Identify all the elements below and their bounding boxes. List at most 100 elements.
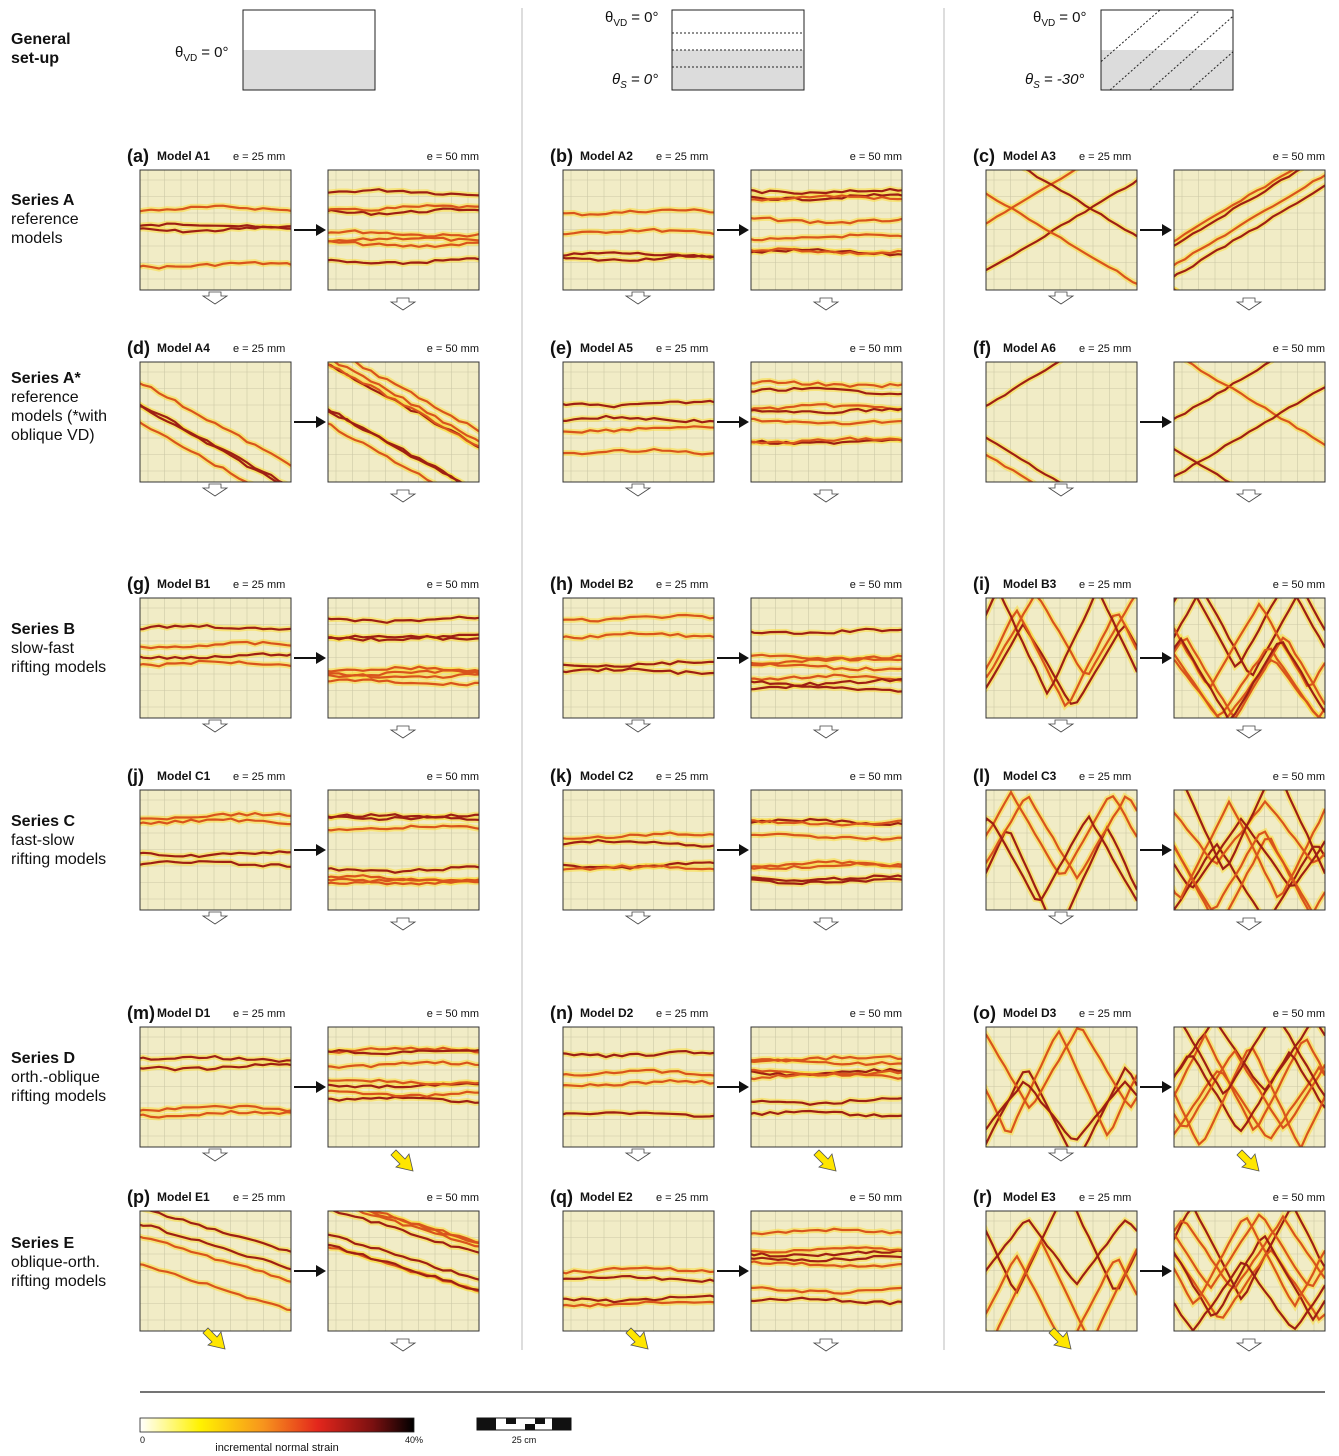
image-bg (140, 1027, 291, 1147)
model-image (327, 597, 480, 719)
model-name: Model D2 (580, 1006, 634, 1020)
series-label: oblique VD) (11, 427, 95, 444)
fault (563, 208, 714, 217)
series-label: models (*with (11, 408, 107, 425)
setup-box (1100, 9, 1234, 91)
fault (333, 362, 479, 443)
fault (328, 1081, 479, 1089)
fault (751, 1227, 902, 1236)
extension-arrow (1047, 1148, 1075, 1162)
model-image (327, 361, 480, 483)
extension-arrow (1047, 719, 1075, 733)
strain-map (140, 170, 291, 290)
model-image (985, 1026, 1138, 1148)
extension-label: e = 25 mm (656, 1008, 708, 1020)
series-label: Series D (11, 1050, 75, 1067)
fault (328, 813, 479, 821)
extension-arrow (389, 489, 417, 503)
fault (1174, 170, 1296, 243)
panel-letter: (i) (973, 574, 990, 594)
fault (1186, 362, 1325, 447)
fault (751, 386, 902, 396)
fault (986, 362, 1061, 408)
strain-map (986, 170, 1137, 290)
fault (751, 673, 902, 682)
strain-map (563, 790, 714, 910)
fault (328, 236, 479, 243)
theta-symbol: θ (1025, 71, 1033, 88)
theta-label: θS = -30° (1025, 71, 1084, 91)
theta-sub: VD (183, 53, 197, 64)
panel-letter: (e) (550, 338, 572, 358)
fault (328, 204, 479, 212)
strain-map (751, 598, 902, 718)
extension-label: e = 50 mm (850, 771, 902, 783)
strain-map (563, 170, 714, 290)
fault (986, 1218, 1137, 1286)
step-arrow-head (316, 1265, 326, 1277)
fault (995, 1238, 1137, 1331)
fault (1174, 1050, 1325, 1133)
series-label: orth.-oblique (11, 1069, 100, 1086)
wash (751, 790, 902, 910)
extension-arrow (624, 911, 652, 925)
fault (751, 662, 902, 672)
image-frame (750, 597, 903, 719)
image-frame (562, 789, 715, 911)
model-name: Model A6 (1003, 341, 1056, 355)
fault (986, 795, 1137, 881)
image-frame (985, 169, 1138, 291)
fault (563, 838, 714, 848)
model-name: Model A5 (580, 341, 633, 355)
fault (751, 819, 902, 827)
image-bg (563, 790, 714, 910)
yellow-arrow (813, 1149, 837, 1172)
strain-map (986, 1027, 1137, 1147)
fault (751, 874, 902, 883)
model-image (1173, 1026, 1326, 1148)
fault (986, 1254, 1137, 1331)
wash (328, 790, 479, 910)
model-image (750, 789, 903, 911)
fault (751, 677, 902, 687)
image-bg (328, 790, 479, 910)
image-frame (327, 1210, 480, 1332)
fault (328, 207, 479, 216)
fault (1174, 1234, 1325, 1322)
image-frame (139, 169, 292, 291)
model-image (985, 361, 1138, 483)
fault (1182, 1027, 1325, 1097)
model-name: Model E3 (1003, 1190, 1056, 1204)
extension-label: e = 50 mm (1273, 151, 1325, 163)
model-image (1173, 789, 1326, 911)
fault (1174, 173, 1325, 267)
extension-label: e = 25 mm (656, 343, 708, 355)
strain-map (1174, 1211, 1325, 1331)
fault (563, 613, 714, 623)
fault (140, 1062, 291, 1072)
extension-arrow (1047, 483, 1075, 497)
fault (751, 653, 902, 662)
model-image (1173, 361, 1326, 483)
model-name: Model A1 (157, 149, 210, 163)
panel-letter: (n) (550, 1003, 573, 1023)
model-image (562, 1210, 715, 1332)
model-image (327, 1210, 480, 1332)
fault (140, 640, 291, 650)
image-frame (139, 789, 292, 911)
fault (751, 1286, 902, 1295)
extension-arrow (201, 483, 229, 497)
model-image (985, 169, 1138, 291)
colorbar-max: 40% (405, 1435, 423, 1445)
extension-label: e = 50 mm (427, 1192, 479, 1204)
fault (328, 874, 479, 883)
fault (328, 188, 479, 197)
fault (986, 608, 1137, 708)
series-label: Series C (11, 813, 75, 830)
extension-label: e = 50 mm (850, 343, 902, 355)
wash (986, 1211, 1137, 1331)
fault (140, 1109, 291, 1119)
fault (563, 253, 714, 262)
theta-sub: VD (1041, 18, 1055, 29)
model-image (327, 1026, 480, 1148)
